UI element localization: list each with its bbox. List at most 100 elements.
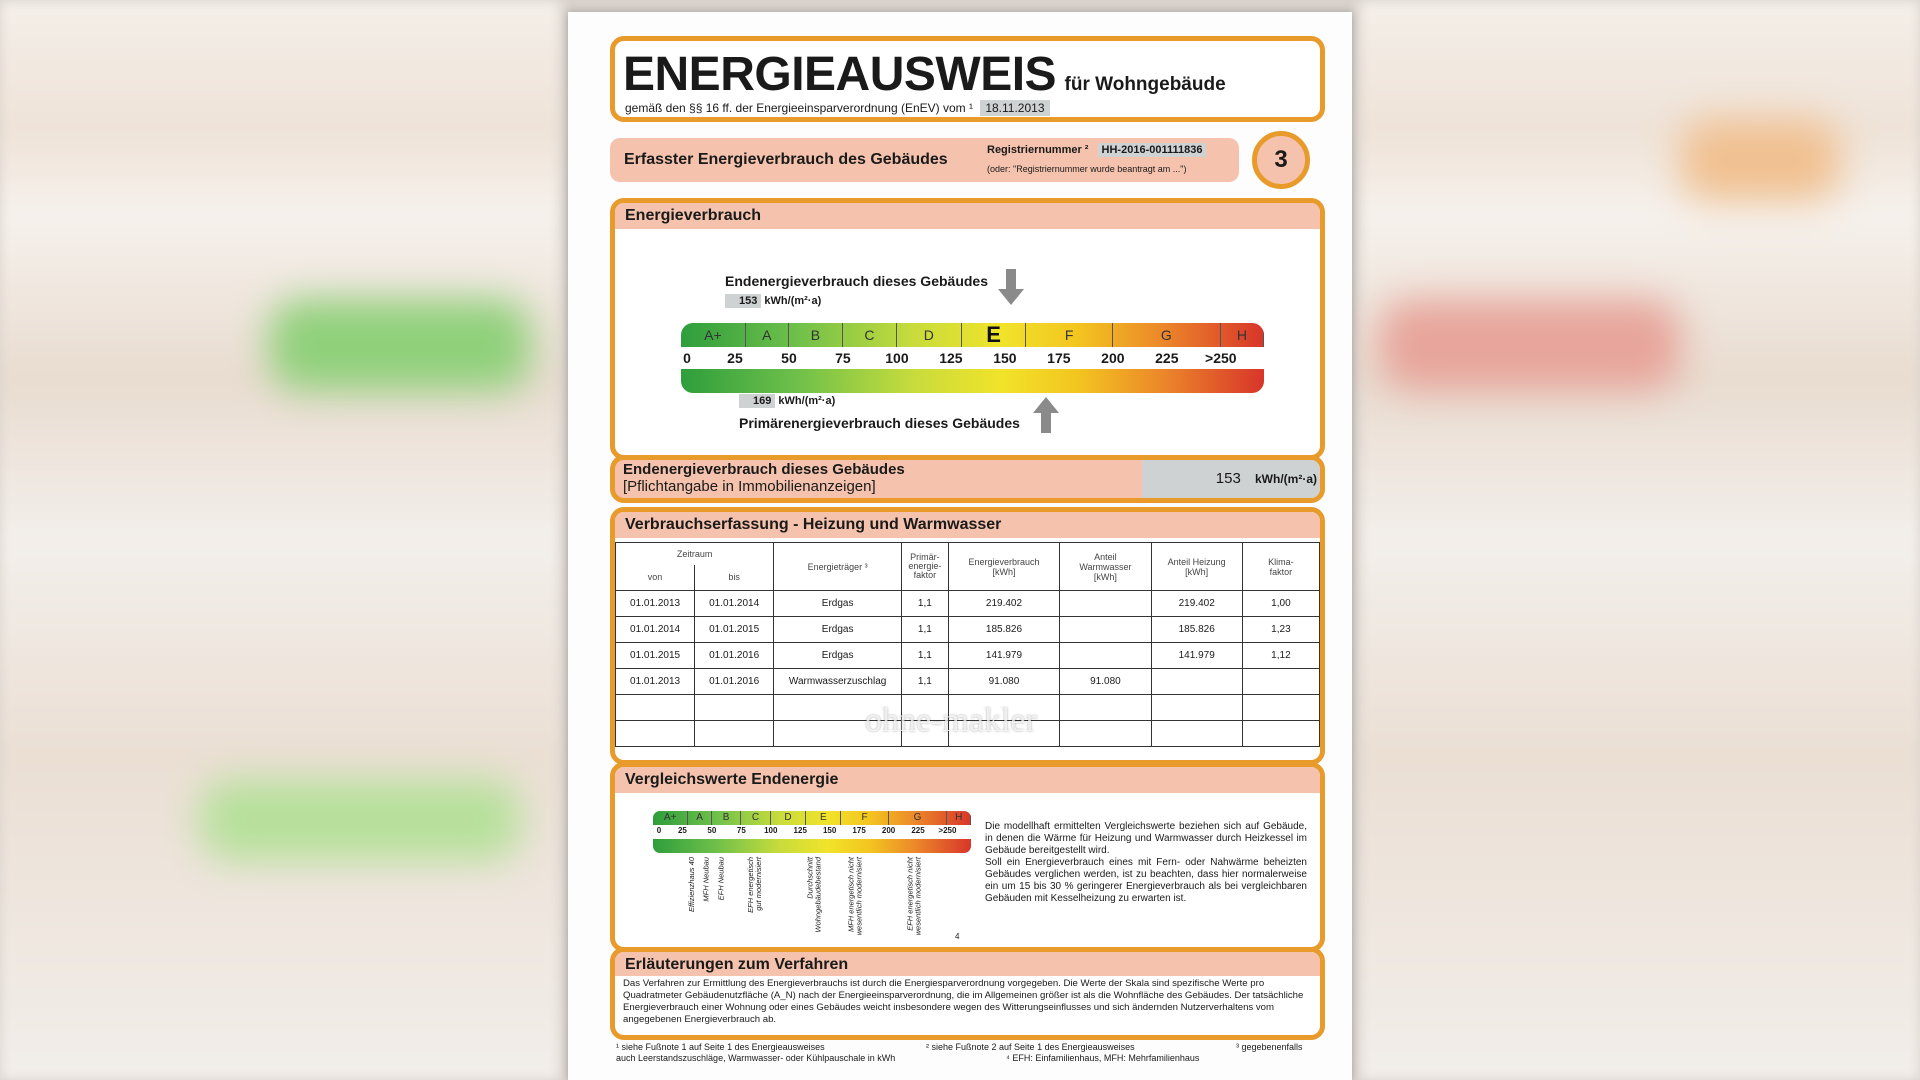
- table-cell: 185.826: [1150, 616, 1243, 643]
- law-reference: gemäß den §§ 16 ff. der Energieeinsparve…: [625, 101, 973, 115]
- energy-class-b: B: [712, 811, 742, 825]
- table-row: 01.01.2013 01.01.2016 Warmwasserzuschlag 1,…: [615, 668, 1320, 695]
- table-cell: [901, 720, 949, 747]
- table-row: 01.01.2015 01.01.2016 Erdgas 1,1 141.979 141.…: [615, 642, 1320, 669]
- table-cell: 01.01.2014: [615, 616, 696, 643]
- energy-class-f: F: [841, 811, 889, 825]
- energy-class-e: E: [962, 323, 1027, 347]
- table-cell: 01.01.2015: [615, 642, 696, 669]
- table-cell: [694, 694, 775, 721]
- energy-class-a: A: [746, 323, 789, 347]
- energy-scale: A+ A B C D E F G H 0 25 50 75 100 125 150 175 200 225 >250: [681, 323, 1264, 393]
- section-title: Erfasster Energieverbrauch des Gebäudes: [624, 151, 948, 168]
- energy-class-h: H: [1221, 323, 1264, 347]
- final-energy-label: Endenergieverbrauch dieses Gebäudes: [725, 273, 988, 289]
- registration-number: HH-2016-001111836: [1097, 143, 1207, 157]
- scale-tick: 25: [677, 826, 687, 835]
- scale-tick: 200: [881, 826, 896, 835]
- primary-energy-unit: kWh/(m²·a): [778, 395, 836, 407]
- panel-heading: Energieverbrauch: [615, 203, 1320, 229]
- primary-energy-label: Primärenergieverbrauch dieses Gebäudes: [739, 415, 1020, 431]
- panel-heading: Vergleichswerte Endenergie: [615, 767, 1320, 793]
- scale-tick: 125: [793, 826, 807, 835]
- energy-class-band: A+ A B C D E F G H: [681, 323, 1264, 347]
- table-cell: [901, 694, 949, 721]
- comparison-panel: Vergleichswerte Endenergie A+ A B C D E F G H 0 2…: [610, 762, 1325, 952]
- energy-class-b: B: [789, 323, 843, 347]
- final-energy-unit: kWh/(m²·a): [764, 295, 822, 307]
- table-cell: Erdgas: [773, 616, 903, 643]
- col-anteil-heizung: Anteil Heizung [kWh]: [1150, 542, 1243, 591]
- blur-blob: [1680, 120, 1840, 200]
- law-date: 18.11.2013: [980, 100, 1050, 116]
- table-row: 01.01.2013 01.01.2014 Erdgas 1,1 219.402 219.…: [615, 590, 1320, 617]
- watermark: ohne-makler: [865, 702, 1037, 739]
- energy-gradient-bar: [681, 369, 1264, 393]
- table-cell: Erdgas: [773, 642, 903, 669]
- table-cell: 141.979: [947, 642, 1061, 669]
- page-number-badge: 3: [1252, 131, 1310, 189]
- explanation-panel: Erläuterungen zum Verfahren Das Verfahre…: [610, 947, 1325, 1040]
- energy-class-d: D: [771, 811, 807, 825]
- scale-tick: 150: [993, 350, 1017, 366]
- table-cell: 1,1: [901, 642, 949, 669]
- table-cell: 1,00: [1241, 590, 1320, 617]
- table-cell: [615, 694, 696, 721]
- scale-tick: >250: [1205, 350, 1237, 366]
- document-page: ENERGIEAUSWEIS für Wohngebäude gemäß den…: [568, 12, 1352, 1080]
- blur-blob: [270, 300, 530, 390]
- comparison-class-band: A+ A B C D E F G H: [653, 811, 971, 825]
- col-primaerenergiefaktor: Primär- energie- faktor: [901, 542, 949, 591]
- comparison-text-2: Soll ein Energieverbrauch eines mit Fern…: [985, 857, 1307, 904]
- mandatory-label: Endenergieverbrauch dieses Gebäudes: [623, 461, 905, 478]
- explanation-text: Das Verfahren zur Ermittlung des Energie…: [623, 978, 1304, 1025]
- document-subtitle: für Wohngebäude: [1064, 74, 1226, 95]
- energy-class-a-plus: A+: [653, 811, 689, 825]
- table-cell: 1,1: [901, 668, 949, 695]
- energy-class-g: G: [1113, 323, 1221, 347]
- table-cell: [1059, 590, 1152, 617]
- scale-tick: 100: [885, 350, 909, 366]
- table-cell: 1,1: [901, 616, 949, 643]
- table-cell: 219.402: [947, 590, 1061, 617]
- title-box: ENERGIEAUSWEIS für Wohngebäude gemäß den…: [610, 36, 1325, 122]
- section-bar: Erfasster Energieverbrauch des Gebäudes …: [610, 138, 1239, 182]
- table-cell: 219.402: [1150, 590, 1243, 617]
- table-cell: Erdgas: [773, 590, 903, 617]
- table-cell: 1,23: [1241, 616, 1320, 643]
- table-cell: [1059, 642, 1152, 669]
- table-cell: [1150, 720, 1243, 747]
- comparison-reference-label: MFH energetisch nicht wesentlich moderni…: [846, 857, 864, 936]
- footnote-1: ¹ siehe Fußnote 1 auf Seite 1 des Energi…: [616, 1042, 825, 1052]
- mandatory-unit: kWh/(m²·a): [1255, 472, 1317, 486]
- comparison-text: Die modellhaft ermittelten Vergleichswer…: [985, 821, 1307, 856]
- footnote-3: ³ gegebenenfalls: [1236, 1042, 1303, 1052]
- scale-tick: 225: [1155, 350, 1179, 366]
- consumption-table: Zeitraum Energieträger ³ Primär- energie…: [615, 542, 1320, 747]
- footnote-3-cont: auch Leerstandszuschläge, Warmwasser- od…: [616, 1053, 896, 1063]
- primary-energy-value: 169: [739, 394, 776, 408]
- energy-class-h: H: [947, 811, 971, 825]
- scale-tick: 50: [707, 826, 717, 835]
- blur-blob: [200, 780, 520, 860]
- scale-tick: 0: [683, 350, 691, 366]
- table-cell: 185.826: [947, 616, 1061, 643]
- table-cell: [615, 720, 696, 747]
- scale-tick: 175: [852, 826, 866, 835]
- comparison-reference-label: EFH energetisch gut modernisiert: [746, 857, 764, 913]
- scale-tick: 125: [939, 350, 963, 366]
- col-bis: bis: [694, 564, 775, 591]
- table-cell: 01.01.2014: [694, 590, 775, 617]
- comparison-reference-label: Durchschnitt Wohngebäudebestand: [805, 857, 823, 933]
- comparison-reference-label: MFH Neubau: [701, 857, 711, 902]
- scale-ticks: 0 25 50 75 100 125 150 175 200 225 >250: [681, 350, 1264, 368]
- comparison-scale: A+ A B C D E F G H 0 25 50 75 100 125 150 175 200 225 >250…: [653, 811, 971, 935]
- final-energy-arrow-icon: [998, 269, 1025, 305]
- table-cell: [1059, 720, 1152, 747]
- blurred-background-left: [0, 0, 560, 1080]
- blurred-background-right: [1360, 0, 1920, 1080]
- table-cell: [1241, 668, 1320, 695]
- col-von: von: [615, 564, 696, 591]
- registration-note: (oder: "Registriernummer wurde beantragt…: [987, 164, 1187, 174]
- table-cell: [947, 720, 1061, 747]
